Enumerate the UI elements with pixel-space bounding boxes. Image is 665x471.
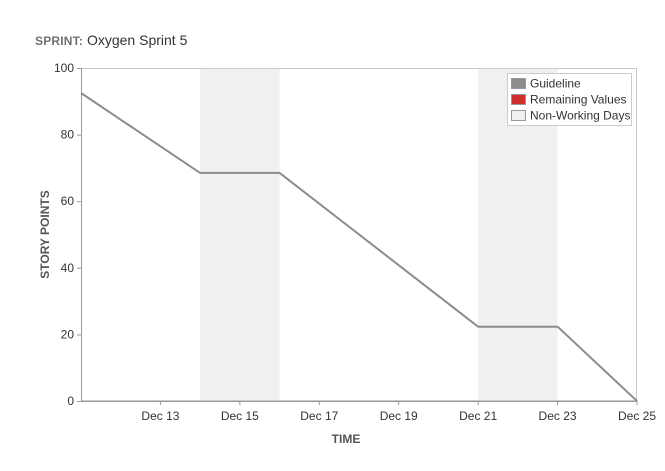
legend-box [507,73,632,126]
x-tick-label: Dec 25 [618,409,656,423]
y-tick-label: 100 [54,61,74,75]
legend: Guideline Remaining Values Non-Working Day… [507,73,632,126]
legend-swatch [511,110,526,121]
x-tick-label: Dec 21 [459,409,497,423]
y-axis-title: STORY POINTS [38,190,52,278]
legend-label: Remaining Values [530,93,627,107]
y-tick-label: 80 [61,128,75,142]
x-tick-label: Dec 19 [380,409,418,423]
y-tick-label: 20 [61,327,75,341]
axes [81,68,637,402]
legend-label: Guideline [530,77,581,91]
sprint-header: SPRINT: Oxygen Sprint 5 [35,31,187,50]
legend-swatch [511,78,526,89]
x-axis-title: TIME [332,432,361,446]
y-tick-label: 60 [61,194,75,208]
y-tick-label: 40 [61,261,75,275]
y-tick-label: 0 [67,394,74,408]
non-working-bands [200,68,558,401]
x-tick-label: Dec 13 [141,409,179,423]
legend-label: Non-Working Days [530,109,630,123]
x-tick-label: Dec 17 [300,409,338,423]
x-axis-ticks: Dec 13 Dec 15 Dec 17 Dec 19 Dec 21 Dec 23 Dec … [141,401,656,423]
series-lines [80,92,638,402]
x-tick-label: Dec 23 [539,409,577,423]
x-tick-label: Dec 15 [221,409,259,423]
non-working-band [200,68,280,401]
series-line-guideline [80,92,638,402]
sprint-label: SPRINT: [35,34,84,48]
sprint-name: Oxygen Sprint 5 [86,32,188,48]
legend-swatch [511,94,526,105]
y-axis-ticks: 0 20 40 60 80 100 [54,61,81,408]
